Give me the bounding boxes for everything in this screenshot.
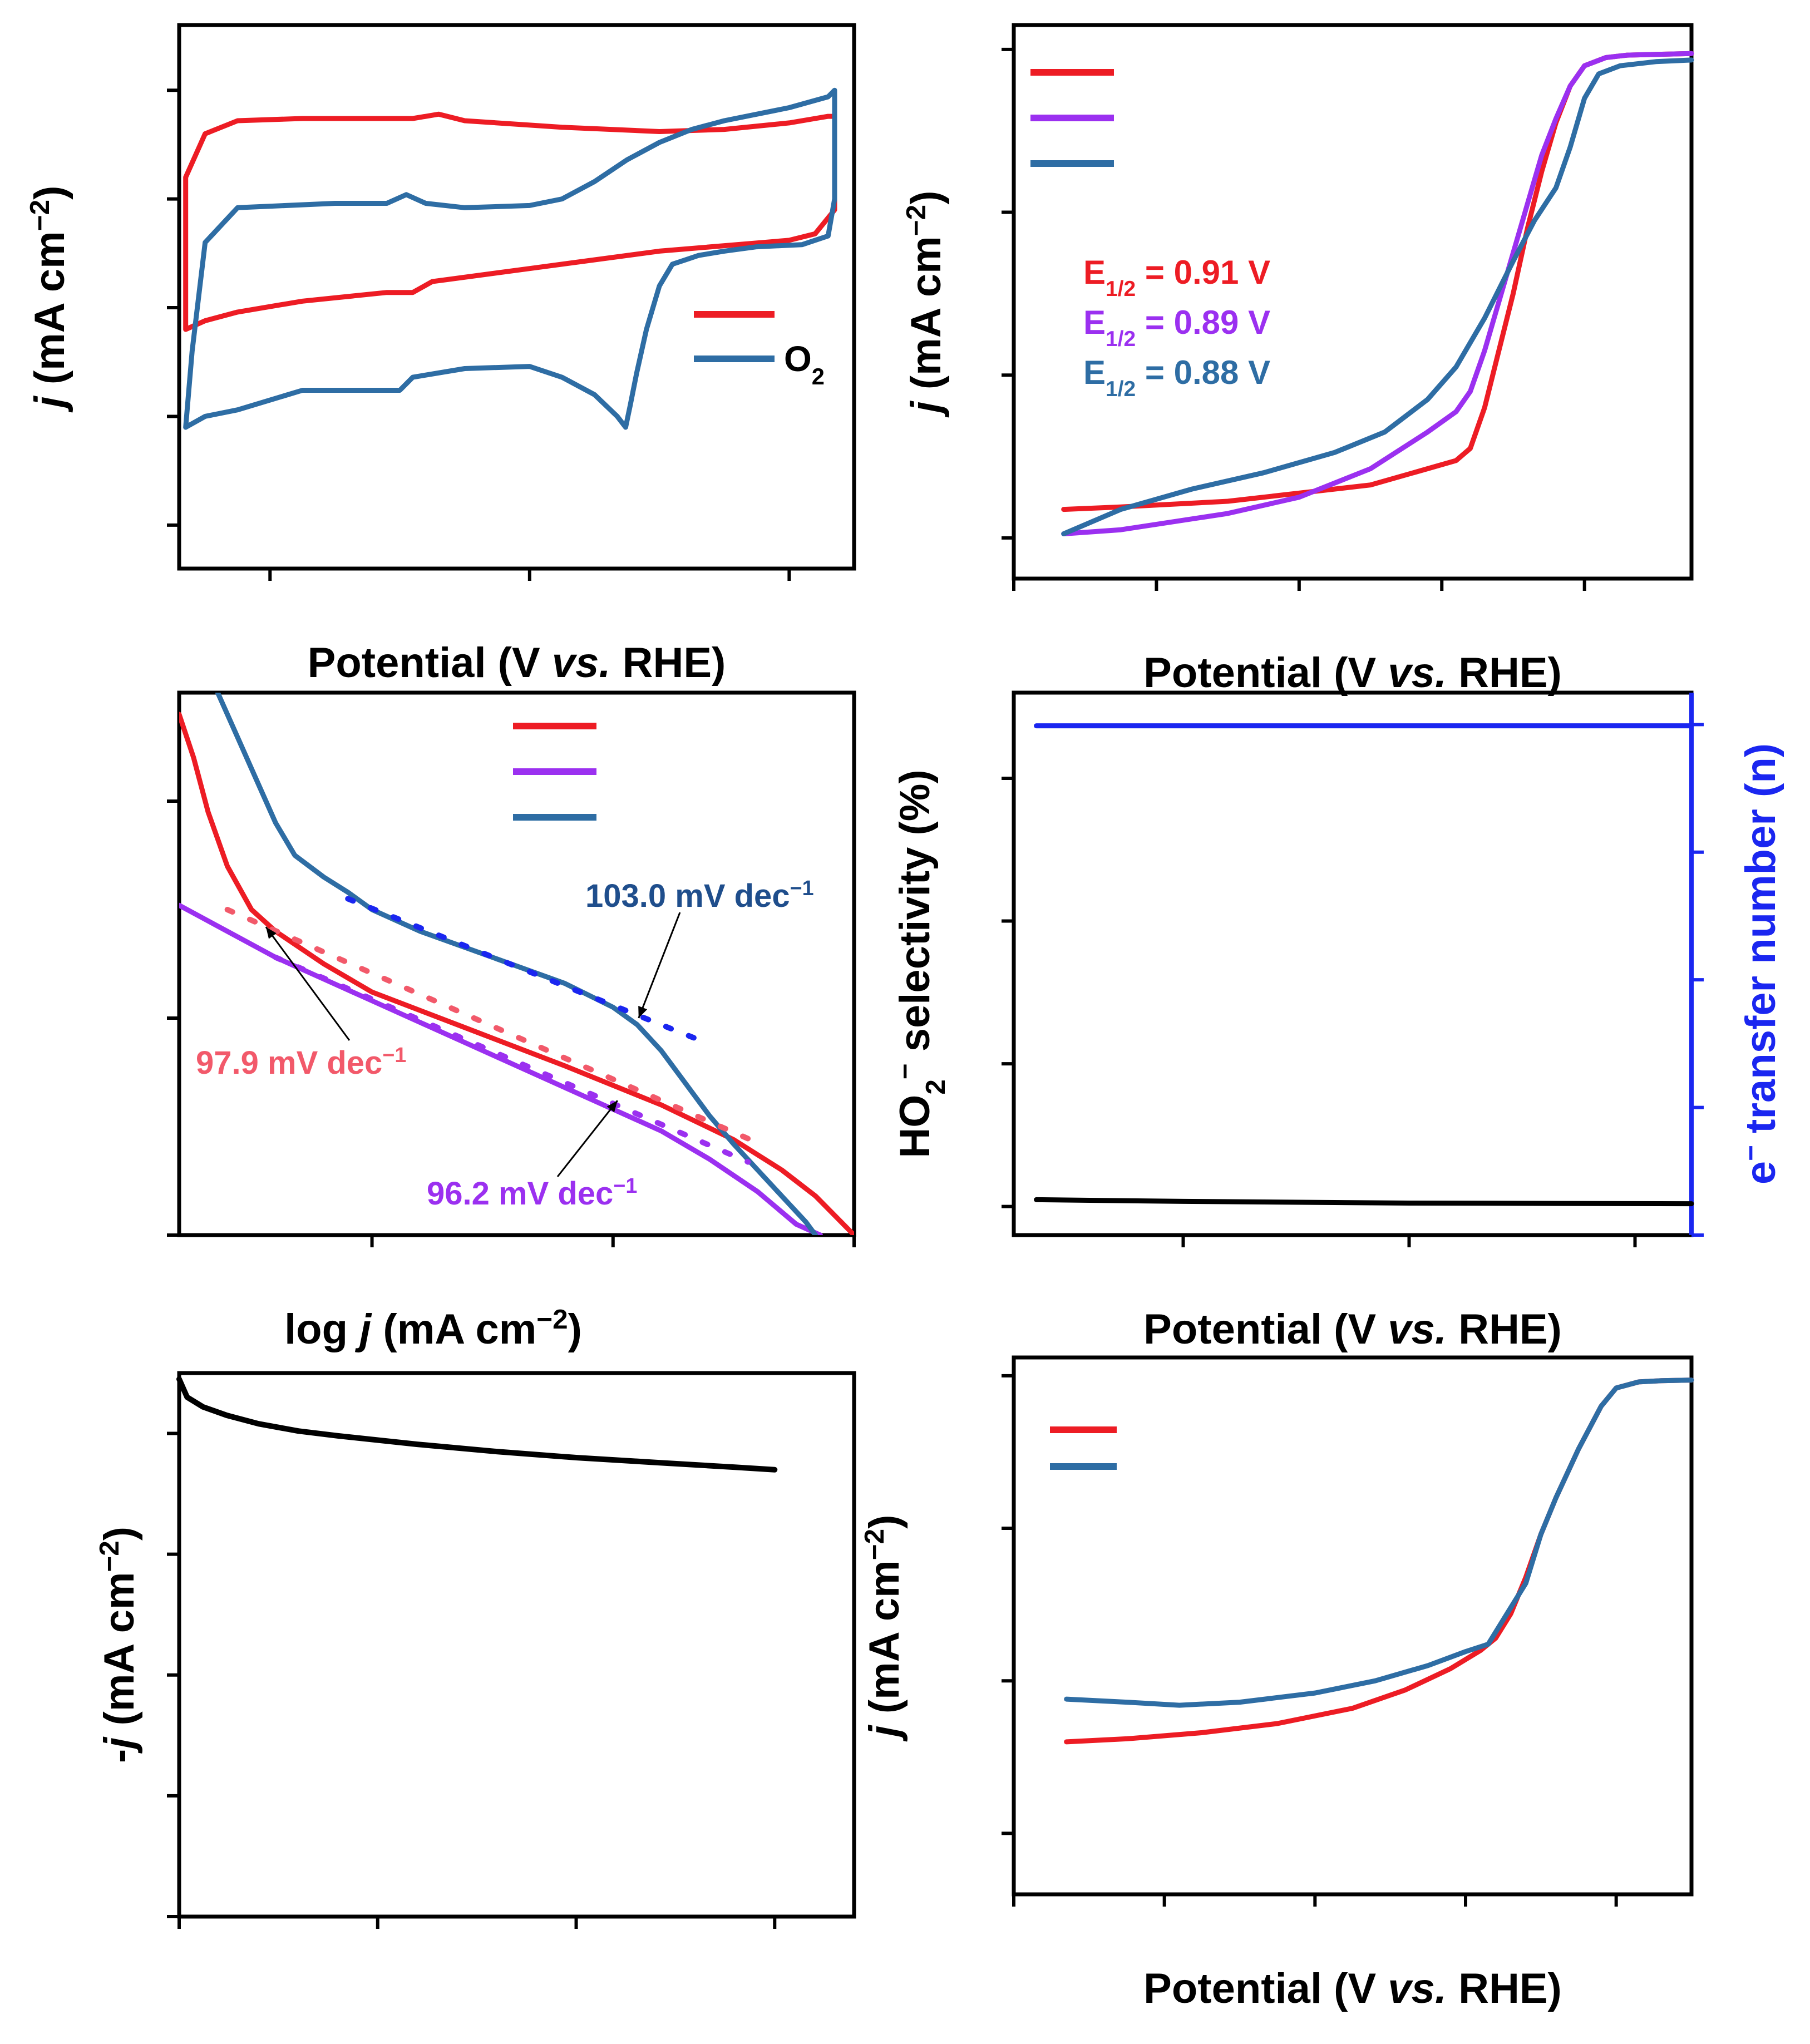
series-line-after (1064, 1378, 1694, 1708)
y-axis-label: j (mA cm−2) (859, 1515, 909, 1742)
annotation-arrow (638, 912, 681, 1019)
arrow-head (638, 1006, 648, 1018)
panel-a: O2 Potential (V vs. RHE) j (mA cm−2) (24, 23, 856, 687)
plot-frame (1012, 1355, 1694, 1897)
series-line-ar (183, 111, 837, 332)
plot-frame (1012, 23, 1694, 581)
stability-line (176, 1376, 778, 1473)
selectivity-line (1034, 1197, 1694, 1207)
panel-e: -j (mA cm−2) (94, 1371, 856, 1929)
x-axis-label: Potential (V vs. RHE) (308, 639, 726, 687)
arrow-head (606, 1100, 618, 1113)
annotation-arrow (265, 926, 351, 1041)
legend-label-o2: O2 (784, 339, 825, 389)
series-line-npcnss-900 (179, 712, 854, 1235)
tafel-slope-label: 96.2 mV dec−1 (427, 1174, 637, 1212)
series-line-npcnss-1000 (179, 902, 823, 1235)
tafel-slope-label: 97.9 mV dec−1 (196, 1043, 406, 1081)
x-axis-label: Potential (V vs. RHE) (1143, 1965, 1562, 2012)
x-axis-label: Potential (V vs. RHE) (1143, 1306, 1562, 1353)
series-line-before (1064, 1378, 1694, 1745)
annotation-arrow (556, 1100, 618, 1177)
tafel-fit-line (224, 907, 761, 1146)
y-axis-label: HO2− selectivity (%) (890, 769, 951, 1158)
x-axis-label: log j (mA cm−2) (284, 1304, 582, 1354)
panel-b: E1/2 = 0.91 VE1/2 = 0.89 VE1/2 = 0.88 V P… (901, 23, 1694, 697)
panel-f: Potential (V vs. RHE) j (mA cm−2) (859, 1355, 1694, 2012)
plot-area (179, 693, 854, 1235)
series-line-npcnss-1100 (1061, 57, 1694, 536)
y-axis-label: -j (mA cm−2) (94, 1527, 144, 1763)
half-wave-annotation: E1/2 = 0.89 V (1083, 304, 1270, 351)
half-wave-annotation: E1/2 = 0.88 V (1083, 354, 1270, 401)
arrow-head (265, 927, 277, 939)
x-axis-label: Potential (V vs. RHE) (1143, 649, 1562, 697)
half-wave-annotation: E1/2 = 0.91 V (1083, 254, 1270, 301)
tafel-fit-line (345, 896, 703, 1043)
panel-c: 97.9 mV dec−1 96.2 mV dec−1 103.0 mV dec−1… (167, 690, 856, 1354)
series-line-o2 (183, 87, 837, 430)
series-line-npcnss-1100 (215, 693, 818, 1235)
panel-d: Potential (V vs. RHE) HO2− selectivity (%… (890, 690, 1785, 1353)
right-y-axis-label: e− transfer number (n) (1735, 743, 1785, 1184)
y-axis-label: j (mA cm−2) (901, 191, 950, 418)
plot-frame (177, 690, 856, 1237)
tafel-slope-label: 103.0 mV dec−1 (585, 876, 814, 914)
plot-frame (177, 1371, 856, 1919)
y-axis-label: j (mA cm−2) (24, 186, 74, 413)
plot-frame (177, 23, 856, 571)
series-line-npcnss-1000 (1061, 51, 1694, 536)
plot-frame (1012, 690, 1694, 1237)
